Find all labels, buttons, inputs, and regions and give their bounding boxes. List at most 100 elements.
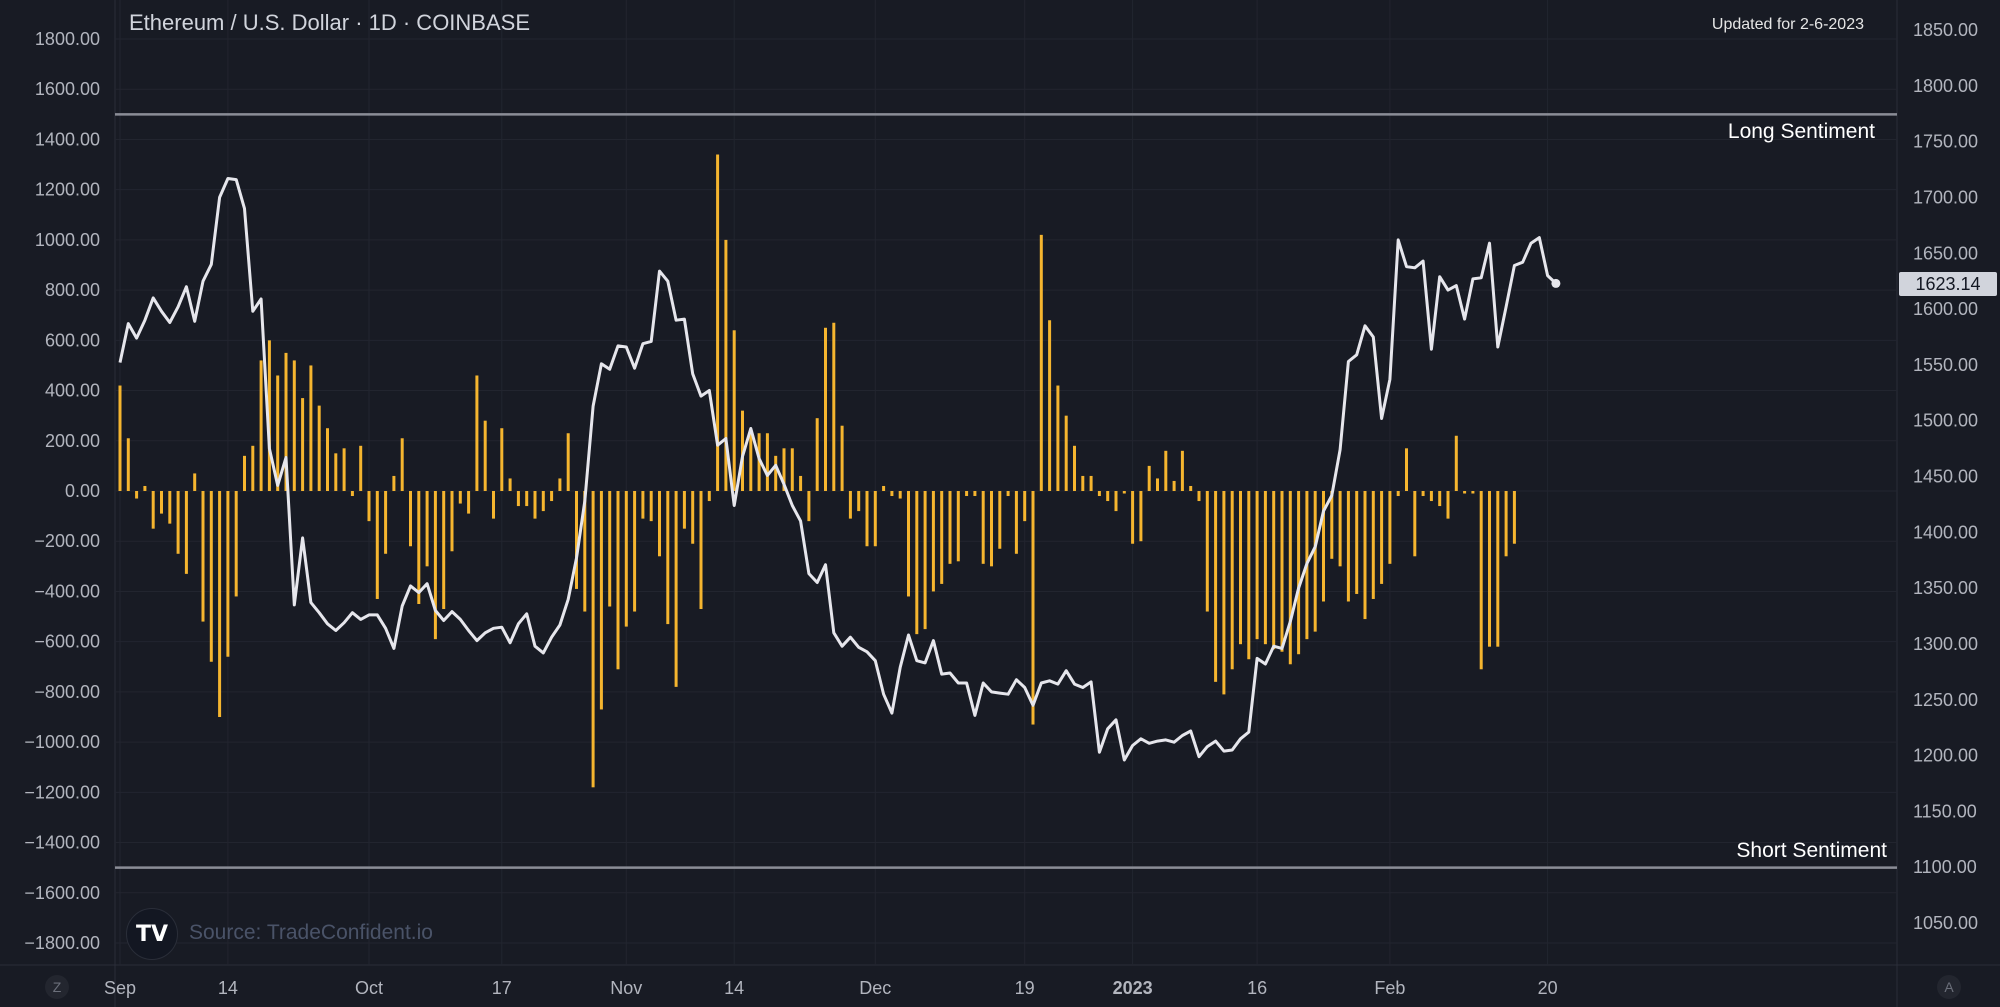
right-tick-label: 1150.00: [1913, 801, 1977, 821]
sentiment-bar: [1139, 491, 1143, 542]
sentiment-bar: [151, 491, 155, 529]
right-tick-label: 1550.00: [1913, 355, 1978, 375]
right-tick-label: 1050.00: [1913, 913, 1978, 933]
sentiment-bar: [475, 375, 479, 491]
time-tick-label: Oct: [355, 978, 383, 998]
time-axis[interactable]: Sep 14 Oct 17 Nov 14 Dec 19 2023 16 Feb 20: [104, 978, 1558, 998]
sentiment-bar: [218, 491, 222, 717]
sentiment-bar: [1371, 491, 1375, 599]
auto-scale-button[interactable]: A: [1937, 975, 1961, 999]
left-tick-label: −200.00: [34, 531, 100, 551]
sentiment-bar: [1230, 491, 1234, 670]
left-tick-label: −800.00: [34, 682, 100, 702]
time-tick-label: Feb: [1374, 978, 1405, 998]
sentiment-bar: [541, 491, 545, 512]
left-tick-label: −1600.00: [24, 883, 100, 903]
sentiment-bar: [1114, 491, 1118, 512]
sentiment-bar: [267, 340, 271, 491]
right-tick-label: 1800.00: [1913, 76, 1978, 96]
sentiment-bar: [1214, 491, 1218, 682]
sentiment-bar: [1346, 491, 1350, 602]
sentiment-bar: [1438, 491, 1442, 507]
sentiment-bar: [1454, 435, 1458, 491]
timezone-toggle-button[interactable]: Z: [45, 975, 69, 999]
sentiment-bar: [433, 491, 437, 640]
sentiment-bar: [1421, 491, 1425, 497]
sentiment-bar: [292, 360, 296, 491]
sentiment-bar: [176, 491, 180, 554]
left-tick-label: 1000.00: [35, 230, 100, 250]
left-tick-label: 1800.00: [35, 29, 100, 49]
sentiment-bar: [998, 491, 1002, 549]
sentiment-bar: [873, 491, 877, 547]
sentiment-bar: [367, 491, 371, 522]
sentiment-bar: [682, 491, 686, 529]
sentiment-bar: [732, 330, 736, 491]
sentiment-bar: [143, 485, 147, 491]
sentiment-bar: [1189, 485, 1193, 491]
right-tick-label: 1200.00: [1913, 746, 1978, 766]
chart-title: Ethereum / U.S. Dollar · 1D · COINBASE: [129, 10, 530, 35]
sentiment-bar: [209, 491, 213, 662]
sentiment-bar: [815, 418, 819, 491]
sentiment-bar: [1014, 491, 1018, 554]
left-tick-label: 1600.00: [35, 79, 100, 99]
sentiment-bar: [1147, 465, 1151, 491]
sentiment-bar: [1297, 491, 1301, 655]
sentiment-bar: [458, 491, 462, 504]
right-tick-label: 1350.00: [1913, 578, 1978, 598]
sentiment-bar: [1131, 491, 1135, 544]
sentiment-bar: [450, 491, 454, 552]
sentiment-bar: [923, 491, 927, 630]
sentiment-bar: [301, 398, 305, 491]
sentiment-bars: [118, 154, 1516, 788]
source-label: Source: TradeConfident.io: [189, 921, 433, 944]
sentiment-bar: [616, 491, 620, 670]
time-tick-label: 20: [1538, 978, 1558, 998]
time-tick-label: Sep: [104, 978, 136, 998]
right-tick-label: 1650.00: [1913, 243, 1978, 263]
sentiment-bar: [201, 491, 205, 622]
sentiment-bar: [1048, 320, 1052, 491]
short-sentiment-label: Short Sentiment: [1736, 839, 1887, 862]
sentiment-bar: [1255, 491, 1259, 640]
sentiment-bar: [707, 491, 711, 502]
sentiment-bar: [467, 491, 471, 514]
sentiment-bar: [550, 491, 554, 502]
time-tick-label: 14: [724, 978, 744, 998]
sentiment-bar: [276, 375, 280, 491]
sentiment-bar: [409, 491, 412, 547]
sentiment-bar: [516, 491, 520, 507]
sentiment-bar: [790, 448, 794, 491]
sentiment-bar: [417, 491, 421, 604]
sentiment-bar: [699, 491, 703, 610]
sentiment-bar: [326, 428, 329, 491]
sentiment-bar: [575, 491, 578, 589]
sentiment-bar: [193, 473, 197, 491]
sentiment-bar: [1056, 385, 1060, 491]
sentiment-bar: [898, 491, 902, 499]
sentiment-bar: [566, 433, 570, 491]
sentiment-bar: [284, 352, 288, 491]
sentiment-bar: [757, 433, 761, 491]
sentiment-bar: [558, 478, 562, 491]
sentiment-bar: [525, 491, 529, 507]
tradingview-logo-icon[interactable]: TV: [126, 908, 178, 960]
left-tick-label: −1200.00: [24, 782, 100, 802]
sentiment-bar: [1006, 491, 1010, 497]
sentiment-bar: [483, 420, 487, 491]
sentiment-bar: [500, 428, 504, 491]
time-tick-label: 14: [218, 978, 238, 998]
sentiment-bar: [350, 491, 354, 497]
sentiment-bar: [724, 239, 728, 491]
sentiment-bar: [1504, 491, 1508, 557]
sentiment-bar: [1180, 450, 1184, 491]
sentiment-bar: [1429, 491, 1433, 502]
long-sentiment-label: Long Sentiment: [1727, 120, 1875, 143]
sentiment-bar: [309, 365, 313, 491]
sentiment-bar: [1263, 491, 1267, 645]
sentiment-bar: [184, 491, 188, 574]
time-tick-label: 16: [1247, 978, 1267, 998]
sentiment-bar: [1122, 491, 1126, 494]
sentiment-bar: [384, 491, 388, 554]
